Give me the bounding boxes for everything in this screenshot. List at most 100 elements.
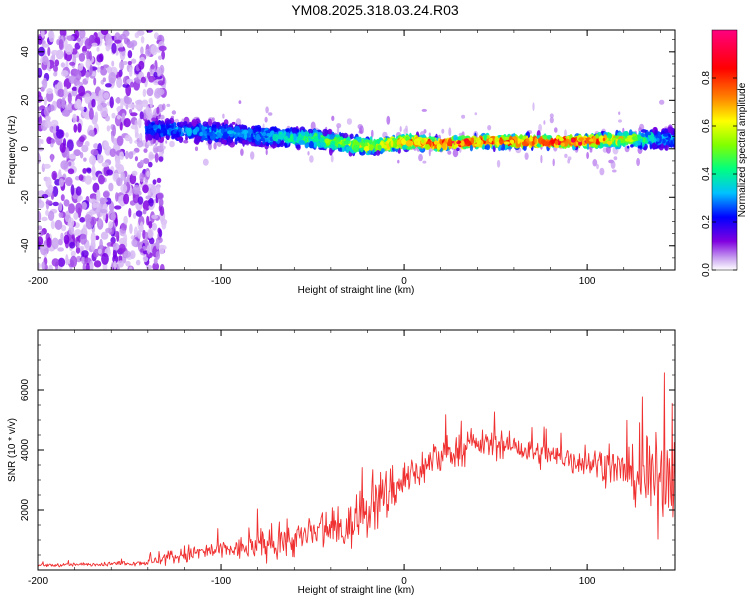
spectrogram-ridge-cell <box>145 136 148 143</box>
spectrogram-ridge-cell <box>651 142 657 150</box>
spectrogram-noise-cell <box>108 71 117 84</box>
spectrogram-ridge-cell <box>397 144 402 148</box>
spectrogram-noise-cell <box>134 226 138 238</box>
spectrogram-scatter-cell <box>165 140 168 144</box>
spectrogram-noise-cell <box>141 100 149 108</box>
spectrogram-noise-cell <box>154 152 159 163</box>
spectrogram-scatter-cell <box>397 159 400 164</box>
spectrogram-noise-cell <box>64 39 68 52</box>
spectrogram-ridge-cell <box>151 117 157 122</box>
spectrogram-noise-cell <box>130 124 138 130</box>
spectrogram-ridge-cell <box>377 144 382 150</box>
spectrogram-noise-cell <box>75 70 82 81</box>
spectrogram-noise-cell <box>47 46 51 57</box>
spectrogram-scatter-cell <box>613 156 618 161</box>
spectrogram-noise-cell <box>38 231 45 236</box>
spectrogram-noise-cell <box>161 220 167 230</box>
spectrogram-noise-cell <box>58 202 63 212</box>
spectrogram-ridge-cell <box>235 137 239 142</box>
spectrogram-noise-cell <box>140 248 144 253</box>
spectrogram-ridge-cell <box>447 138 453 147</box>
spectrogram-ridge-cell <box>322 128 328 137</box>
spectrogram-ridge-cell <box>199 132 203 137</box>
spectrogram-noise-cell <box>112 242 120 251</box>
spectrogram-ridge-cell <box>380 141 384 145</box>
spectrogram-noise-cell <box>38 106 43 111</box>
spectrogram-ridge-cell <box>499 138 504 145</box>
spectrogram-ridge-cell <box>578 137 584 142</box>
spectrogram-noise-cell <box>138 60 145 70</box>
spectrogram-noise-cell <box>65 132 69 138</box>
spectrogram-scatter-cell <box>166 103 171 107</box>
spectrogram-ridge-cell <box>627 145 630 149</box>
spectrogram-ridge-cell <box>647 132 652 136</box>
spectrogram-scatter-cell <box>371 129 374 138</box>
spectrogram-noise-cell <box>148 97 153 104</box>
spectrogram-ridge-cell <box>227 131 232 134</box>
spectrogram-ridge-cell <box>312 137 316 142</box>
spectrogram-noise-cell <box>79 151 84 159</box>
spectrogram-scatter-cell <box>599 167 605 176</box>
spectrogram-noise-cell <box>54 84 59 94</box>
spectrogram-noise-cell <box>138 117 142 129</box>
spectrogram-noise-cell <box>101 162 109 168</box>
spectrogram-noise-cell <box>38 138 42 145</box>
spectrogram-noise-cell <box>60 70 69 77</box>
spectrogram-ridge-cell <box>218 132 223 139</box>
spectrogram-ridge-cell <box>369 139 373 144</box>
colorbar-ticks: 0.0 0.2 0.4 0.6 0.8 <box>701 71 737 277</box>
spectrogram-noise-cell <box>93 260 102 268</box>
spectrogram-ridge-cell <box>368 144 374 151</box>
spectrogram-noise-cell <box>50 220 56 230</box>
spectrogram-noise-cell <box>115 97 122 104</box>
spectrogram-scatter-cell <box>194 146 199 152</box>
spectrogram-noise-cell <box>71 86 78 91</box>
spectrogram-noise-cell <box>146 215 150 226</box>
spectrogram-noise-cell <box>130 58 137 64</box>
spectrogram-noise-cell <box>146 170 151 178</box>
spectrogram-noise-cell <box>42 43 50 48</box>
y-tick-label: 4000 <box>20 438 31 461</box>
spectrogram-ridge-cell <box>549 139 556 144</box>
spectrogram-noise-cell <box>69 241 76 249</box>
spectrogram-noise-cell <box>116 77 123 89</box>
spectrogram-noise-cell <box>77 64 84 71</box>
spectrogram-noise-cell <box>123 215 128 225</box>
spectrogram-ridge-cell <box>176 132 179 138</box>
spectrogram-noise-cell <box>109 148 117 157</box>
spectrogram-noise-cell <box>99 209 108 214</box>
spectrogram-scatter-cell <box>592 159 598 167</box>
spectrogram-noise-cell <box>120 184 128 193</box>
spectrogram-ridge-cell <box>452 143 455 149</box>
spectrogram-noise-cell <box>67 168 75 175</box>
spectrogram-ridge-cell <box>242 140 246 144</box>
spectrogram-noise-cell <box>140 76 146 84</box>
snr-frame <box>37 329 676 571</box>
spectrogram-noise-cell <box>106 169 113 176</box>
x-tick-label: 0 <box>401 276 407 287</box>
spectrogram-noise-cell <box>45 209 49 216</box>
spectrogram-ridge-cell <box>301 131 306 137</box>
spectrogram-ridge-cell <box>157 116 161 120</box>
snr-marks <box>38 372 675 568</box>
spectrogram-ridge-cell <box>382 144 388 149</box>
spectrogram-noise-cell <box>109 201 115 213</box>
spectrogram-noise-cell <box>47 184 54 193</box>
spectrogram-scatter-cell <box>421 108 427 112</box>
spectrogram-ridge-cell <box>317 142 321 147</box>
spectrogram-scatter-cell <box>265 106 269 114</box>
spectrogram-noise-cell <box>45 115 51 122</box>
snr-xlabel: Height of straight line (km) <box>298 585 415 596</box>
spectrogram-noise-cell <box>125 97 133 105</box>
spectrogram-noise-cell <box>132 212 137 219</box>
spectrogram-noise-cell <box>60 62 66 68</box>
spectrogram-noise-cell <box>119 200 124 207</box>
spectrogram-noise-cell <box>152 179 157 185</box>
spectrogram-ridge-cell <box>317 132 321 140</box>
spectrogram-noise-cell <box>38 210 42 223</box>
spectrogram-scatter-cell <box>264 116 268 123</box>
spectrogram-ridge-cell <box>262 137 266 145</box>
spectrogram-scatter-cell <box>487 125 492 131</box>
spectrogram-noise-cell <box>92 202 98 208</box>
spectrogram-ridge-cell <box>185 136 188 141</box>
